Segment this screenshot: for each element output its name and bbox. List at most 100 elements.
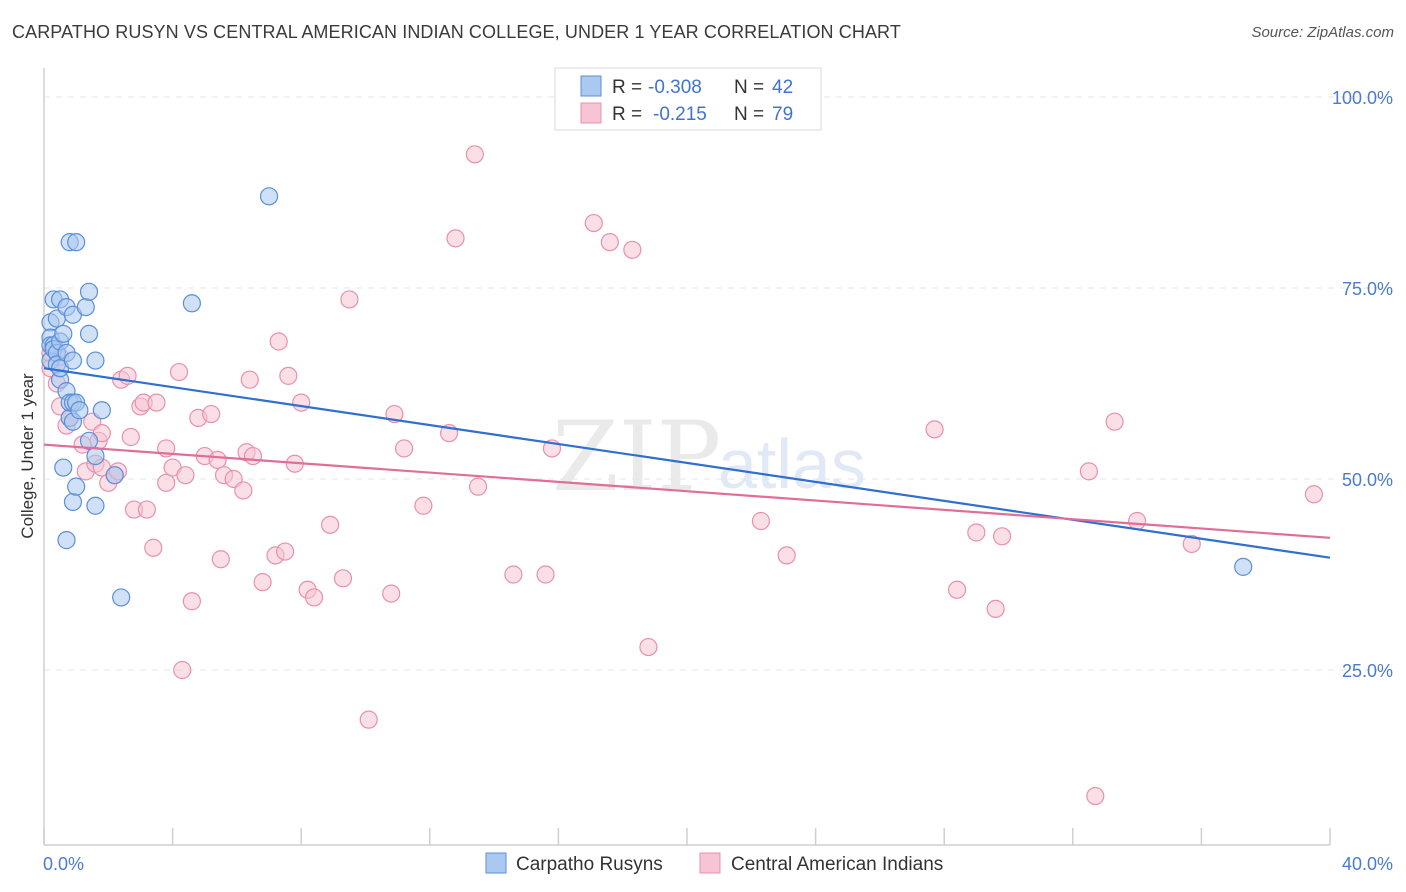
point-carpatho-rusyn xyxy=(54,458,73,477)
point-carpatho-rusyn xyxy=(67,477,86,496)
point-central-american-indian xyxy=(600,233,619,252)
point-central-american-indian xyxy=(321,515,340,534)
point-central-american-indian xyxy=(446,229,465,248)
legend-r-label-2: R = xyxy=(612,104,642,125)
chart-title: CARPATHO RUSYN VS CENTRAL AMERICAN INDIA… xyxy=(12,22,901,42)
y-tick-label-75: 75.0% xyxy=(1342,279,1393,299)
x-tick-label-max: 40.0% xyxy=(1342,854,1393,874)
point-central-american-indian xyxy=(1105,412,1124,431)
point-carpatho-rusyn xyxy=(54,324,73,343)
bottom-legend-label-blue: Carpatho Rusyns xyxy=(516,854,663,875)
point-carpatho-rusyn xyxy=(92,401,111,420)
point-central-american-indian xyxy=(777,546,796,565)
legend-r-label-1: R = xyxy=(612,77,642,98)
point-central-american-indian xyxy=(414,496,433,515)
point-central-american-indian xyxy=(751,511,771,531)
legend-swatch-blue xyxy=(580,75,602,97)
point-carpatho-rusyn xyxy=(57,531,76,550)
point-carpatho-rusyn xyxy=(63,351,83,370)
bottom-legend-label-pink: Central American Indians xyxy=(731,854,943,875)
legend-n-value-1: 42 xyxy=(772,77,793,98)
point-central-american-indian xyxy=(137,500,156,519)
bottom-legend: Carpatho Rusyns Central American Indians xyxy=(485,852,943,875)
point-carpatho-rusyn xyxy=(105,466,124,485)
point-central-american-indian xyxy=(240,370,259,389)
point-central-american-indian xyxy=(465,145,484,164)
point-central-american-indian xyxy=(292,393,311,412)
point-central-american-indian xyxy=(1127,511,1147,531)
point-carpatho-rusyn xyxy=(86,446,105,466)
point-central-american-indian xyxy=(584,213,603,233)
point-central-american-indian xyxy=(468,477,488,496)
legend-swatch-pink xyxy=(580,102,602,124)
legend-r-value-1: -0.308 xyxy=(648,77,702,98)
point-carpatho-rusyn xyxy=(70,401,89,420)
point-central-american-indian xyxy=(639,637,658,657)
point-carpatho-rusyn xyxy=(63,492,83,512)
point-central-american-indian xyxy=(504,565,523,584)
point-central-american-indian xyxy=(1182,534,1201,554)
point-central-american-indian xyxy=(202,404,221,424)
point-central-american-indian xyxy=(304,588,324,607)
point-central-american-indian xyxy=(269,332,288,351)
point-central-american-indian xyxy=(333,569,353,588)
point-central-american-indian xyxy=(986,599,1005,618)
point-carpatho-rusyn xyxy=(86,496,105,515)
y-tick-labels: 25.0% 50.0% 75.0% 100.0% xyxy=(1332,88,1393,681)
point-central-american-indian xyxy=(169,362,189,382)
point-central-american-indian xyxy=(234,481,253,500)
point-central-american-indian xyxy=(992,527,1012,546)
trend-line-central-american-indians xyxy=(43,443,1331,539)
y-tick-label-100: 100.0% xyxy=(1332,88,1393,108)
y-tick-label-25: 25.0% xyxy=(1342,661,1393,681)
series-carpatho-rusyns xyxy=(41,187,1253,607)
x-tick-label-min: 0.0% xyxy=(43,854,84,874)
point-central-american-indian xyxy=(208,450,227,469)
point-central-american-indian xyxy=(340,290,359,309)
point-central-american-indian xyxy=(173,660,192,680)
legend-box: R = -0.308 N = 42 R = -0.215 N = 79 xyxy=(554,67,822,131)
point-carpatho-rusyn xyxy=(79,431,99,450)
point-central-american-indian xyxy=(1079,462,1098,481)
point-central-american-indian xyxy=(276,542,295,561)
point-central-american-indian xyxy=(947,580,967,599)
y-tick-label-50: 50.0% xyxy=(1342,470,1393,490)
legend-n-value-2: 79 xyxy=(772,104,793,125)
point-carpatho-rusyn xyxy=(76,298,95,317)
point-carpatho-rusyn xyxy=(79,282,99,301)
point-carpatho-rusyn xyxy=(86,351,105,370)
legend-n-label-2: N = xyxy=(734,104,764,125)
watermark-atlas: atlas xyxy=(718,425,866,503)
point-central-american-indian xyxy=(536,565,555,584)
point-carpatho-rusyn xyxy=(182,294,201,313)
point-central-american-indian xyxy=(925,420,944,439)
point-central-american-indian xyxy=(176,466,195,485)
source-note: Source: ZipAtlas.com xyxy=(1251,24,1394,41)
point-central-american-indian xyxy=(121,427,140,447)
point-central-american-indian xyxy=(147,393,166,412)
point-central-american-indian xyxy=(253,573,272,592)
legend-r-value-2: -0.215 xyxy=(653,104,707,125)
x-ticks xyxy=(43,828,1331,845)
watermark-zip: ZIP xyxy=(552,401,721,513)
point-carpatho-rusyn xyxy=(112,588,131,607)
trend-line-carpatho-rusyns xyxy=(43,367,1331,559)
trend-lines xyxy=(43,367,1331,559)
point-central-american-indian xyxy=(382,584,401,603)
point-central-american-indian xyxy=(243,446,263,466)
point-central-american-indian xyxy=(157,473,176,492)
bottom-legend-swatch-pink xyxy=(699,852,721,874)
point-carpatho-rusyn xyxy=(1234,557,1253,576)
point-central-american-indian xyxy=(182,592,201,611)
point-carpatho-rusyn xyxy=(79,324,99,343)
point-central-american-indian xyxy=(279,366,298,385)
y-axis-label: College, Under 1 year xyxy=(18,373,37,539)
point-central-american-indian xyxy=(394,439,414,458)
point-central-american-indian xyxy=(144,538,163,557)
point-central-american-indian xyxy=(967,523,986,542)
point-carpatho-rusyn xyxy=(67,233,86,252)
point-central-american-indian xyxy=(359,710,378,729)
point-central-american-indian xyxy=(1086,786,1105,806)
bottom-legend-swatch-blue xyxy=(485,852,507,874)
point-central-american-indian xyxy=(211,550,230,569)
